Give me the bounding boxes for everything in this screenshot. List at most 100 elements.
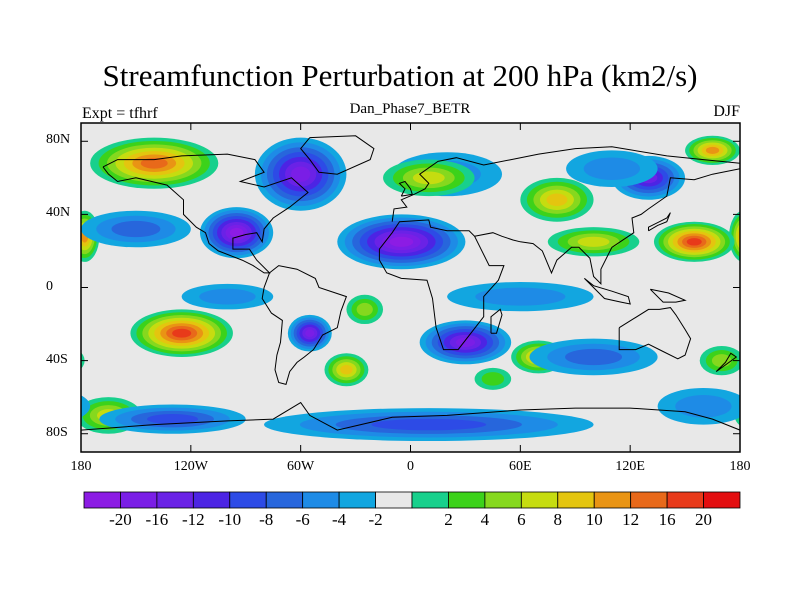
contour-level xyxy=(291,166,311,182)
coastline-australia xyxy=(618,307,692,360)
contour-level xyxy=(147,414,198,425)
anomaly-center xyxy=(346,294,384,325)
anomaly-center xyxy=(254,137,347,211)
x-tick-label: 180 xyxy=(70,459,92,474)
anomaly-center xyxy=(16,388,740,425)
x-tick-label: 0 xyxy=(407,459,414,474)
contour-level xyxy=(749,138,800,189)
colorbar-swatch xyxy=(448,491,486,509)
coastline-new-zealand xyxy=(715,352,738,373)
contour-level xyxy=(0,166,9,190)
colorbar-swatch xyxy=(411,491,449,509)
colorbar-label: -2 xyxy=(368,510,383,529)
colorbar-swatch xyxy=(302,491,340,509)
colorbar-swatch xyxy=(630,491,668,509)
anomaly-center xyxy=(520,177,594,222)
case-label: Dan_Phase7_BETR xyxy=(349,101,471,117)
contour-level xyxy=(371,418,487,431)
x-tick-label: 120E xyxy=(615,459,645,474)
contour-level xyxy=(755,216,800,242)
contour-level xyxy=(735,223,740,249)
contour-level xyxy=(758,141,800,185)
colorbar-label: -6 xyxy=(295,510,310,529)
colorbar-label: -20 xyxy=(109,510,132,529)
contour-level xyxy=(28,238,43,245)
colorbar-swatch xyxy=(375,491,413,509)
coastline-borneo-ng xyxy=(649,288,687,303)
experiment-label: Expt = tfhrf xyxy=(82,105,158,122)
contour-level xyxy=(774,148,800,179)
anomaly-center xyxy=(474,367,512,390)
contour-level xyxy=(481,372,505,386)
coastline-africa xyxy=(378,219,505,351)
contour-level xyxy=(756,409,779,422)
anomaly-center xyxy=(566,150,658,187)
coastline-indonesia xyxy=(584,278,631,305)
colorbar-label: 20 xyxy=(695,510,713,529)
colorbar-label: -4 xyxy=(332,510,347,529)
contour-level xyxy=(766,144,800,182)
colorbar-swatch xyxy=(593,491,632,509)
plot-title: Streamfunction Perturbation at 200 hPa (… xyxy=(102,58,698,93)
contour-level xyxy=(412,171,445,185)
contour-level xyxy=(0,159,21,196)
contour-level xyxy=(111,220,161,238)
coastline-eurasia-south xyxy=(474,168,740,286)
contour-level xyxy=(705,146,720,154)
colorbar-label: 12 xyxy=(622,510,640,529)
coastline-uk xyxy=(398,180,413,197)
contour-level xyxy=(783,151,800,175)
coastlines xyxy=(81,135,740,431)
colorbar-swatch xyxy=(83,491,121,509)
colorbar-swatch xyxy=(703,491,741,509)
coastline-north-america xyxy=(102,153,309,274)
contour-level xyxy=(749,405,786,426)
colorbar-label: 10 xyxy=(585,510,603,529)
y-tick-label: 80N xyxy=(46,132,71,148)
anomaly-center xyxy=(90,137,800,189)
contour-level xyxy=(389,236,414,247)
colorbar-label: -16 xyxy=(145,510,169,529)
contour-level xyxy=(565,348,623,366)
x-tick-label: 60W xyxy=(287,459,315,474)
colorbar xyxy=(83,491,741,509)
x-tick-label: 180 xyxy=(729,459,751,474)
anomaly-center xyxy=(383,159,475,197)
contour-level xyxy=(356,302,373,316)
contour-level xyxy=(16,395,72,417)
coastline-madagascar xyxy=(490,308,503,334)
colorbar-label: 2 xyxy=(444,510,453,529)
colorbar-label: -8 xyxy=(259,510,274,529)
colorbar-swatch xyxy=(192,491,231,509)
contour-level xyxy=(0,222,76,262)
contour-level xyxy=(546,193,568,207)
contour-level xyxy=(771,221,800,237)
y-tick-label: 0 xyxy=(46,278,53,294)
contour-level xyxy=(0,163,15,194)
coastline-antarctica xyxy=(81,401,740,431)
contour-level xyxy=(577,236,610,247)
anomaly-center xyxy=(324,353,369,387)
contour-level xyxy=(172,328,192,338)
axis-ticks xyxy=(80,123,741,452)
contour-level xyxy=(795,312,800,354)
colorbar-swatch xyxy=(120,491,158,509)
contour-level xyxy=(9,229,61,255)
colorbar-label: 8 xyxy=(553,510,563,529)
colorbar-swatch xyxy=(229,491,267,509)
y-tick-label: 40S xyxy=(46,351,68,367)
contour-level xyxy=(0,224,71,260)
colorbar-swatch xyxy=(265,491,304,509)
coastline-greenland xyxy=(300,135,375,175)
coastline-south-america xyxy=(261,265,348,386)
contour-level xyxy=(686,238,702,246)
anomaly-center xyxy=(181,283,274,310)
anomaly-center xyxy=(199,207,274,259)
anomaly-center xyxy=(685,135,740,166)
season-label: DJF xyxy=(713,103,740,120)
y-tick-label: 80S xyxy=(46,424,68,440)
contour-level xyxy=(23,236,47,248)
anomaly-center xyxy=(264,408,594,442)
contour-level xyxy=(475,287,566,306)
colorbar-label: -12 xyxy=(181,510,205,529)
